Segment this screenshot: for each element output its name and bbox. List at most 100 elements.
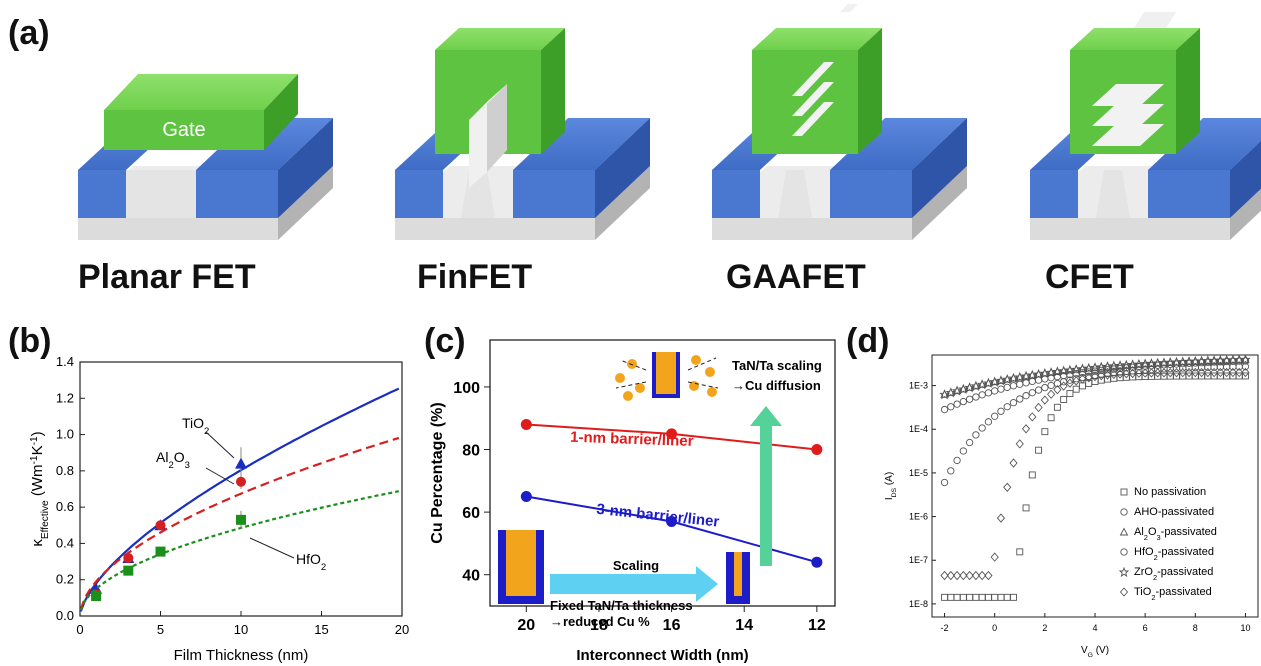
data-point (972, 431, 980, 439)
data-point (1222, 355, 1231, 364)
data-point (971, 570, 980, 581)
y-tick-label: 1E-8 (909, 599, 928, 609)
device-label-gaafet: GAAFET (726, 258, 866, 296)
x-axis-label: VG (V) (1081, 645, 1109, 659)
data-point (1234, 355, 1244, 363)
data-point (996, 375, 1006, 384)
data-point (984, 378, 993, 387)
data-point (984, 418, 993, 426)
y-tick-label: 1E-5 (909, 468, 928, 478)
data-point (990, 377, 999, 386)
legend-label: AHO-passivated (1134, 506, 1214, 518)
data-point (123, 552, 134, 563)
data-point (1090, 362, 1100, 371)
data-point (1072, 376, 1081, 386)
data-point (978, 424, 986, 432)
data-point (1034, 386, 1043, 394)
data-point (1003, 482, 1012, 492)
gate-side (541, 28, 565, 154)
data-point (1009, 382, 1018, 390)
diffusion-path (615, 381, 647, 389)
x-tick-label: 20 (395, 622, 409, 637)
x-axis-label: Interconnect Width (nm) (576, 647, 748, 664)
y-tick-label: 80 (462, 443, 480, 460)
data-point (964, 382, 975, 393)
y-tick-label: 0.0 (56, 608, 74, 623)
legend-marker (1120, 508, 1128, 516)
y-tick-label: 40 (462, 568, 480, 585)
narrow-trench-cu (734, 552, 742, 596)
y-tick-label: 1.4 (56, 354, 74, 369)
data-point (1197, 367, 1206, 378)
data-point (959, 570, 968, 581)
data-point (1241, 367, 1250, 378)
x-tick-label: -2 (941, 623, 949, 633)
oxide-left-front (78, 170, 126, 218)
data-point (1009, 398, 1018, 407)
data-point (1090, 371, 1100, 382)
data-point (1022, 392, 1030, 400)
data-point (990, 552, 999, 562)
data-point (1103, 370, 1112, 380)
x-axis-label: Film Thickness (nm) (174, 647, 309, 664)
series-5 (940, 367, 1250, 581)
fixed-thickness-label: Fixed TaN/Ta thickness (550, 598, 693, 613)
cu-atom (705, 367, 715, 377)
data-point (1021, 424, 1031, 434)
y-axis-label: Cu Percentage (%) (429, 402, 446, 543)
data-point (965, 438, 974, 447)
data-point (947, 593, 955, 601)
tan-scaling-label: TaN/Ta scaling (732, 358, 822, 373)
data-point (1141, 368, 1150, 378)
fit-line-0 (79, 387, 400, 612)
data-point (1115, 360, 1125, 369)
x-tick-label: 14 (735, 617, 753, 634)
nanowire-tip (840, 4, 858, 12)
x-tick-label: 0 (76, 622, 83, 637)
data-point (1034, 402, 1043, 413)
x-tick-label: 16 (663, 617, 681, 634)
data-point (991, 387, 999, 395)
data-point (991, 593, 999, 601)
data-point (1222, 367, 1231, 378)
data-point (952, 570, 962, 581)
data-point (1153, 368, 1162, 378)
fin-base (778, 170, 812, 218)
substrate-front (1030, 218, 1230, 240)
device-3 (712, 4, 967, 240)
gate-side (858, 28, 882, 154)
data-point (1216, 367, 1225, 378)
oxide-right-front (1148, 170, 1230, 218)
thermal-conductivity-chart: 0 5 10 15 20 0.0 0.2 0.4 0.6 0.8 1.0 1.2 1.4 Film Thi… (29, 354, 410, 664)
data-point (1191, 364, 1199, 372)
data-point (984, 389, 993, 397)
data-point (1041, 383, 1049, 392)
data-point (953, 400, 961, 408)
data-point (1204, 363, 1212, 371)
y-axis-label: κEffective (Wm-1K-1) (29, 431, 51, 546)
x-tick-label: 12 (808, 617, 826, 634)
data-point (997, 593, 1005, 601)
cu-atom (691, 355, 701, 365)
data-point (1235, 367, 1244, 378)
substrate-side (1230, 188, 1261, 240)
data-point (1210, 367, 1219, 378)
data-point (947, 403, 955, 411)
substrate-side (912, 166, 967, 240)
y-tick-label: 1E-6 (909, 512, 928, 522)
data-point (1128, 368, 1137, 379)
cu-atom (615, 373, 625, 383)
gate-top (435, 28, 565, 50)
legend-marker (1119, 587, 1129, 597)
y-tick-label: 1.0 (56, 427, 74, 442)
legend-label: No passivation (1134, 486, 1206, 498)
data-point (965, 570, 974, 581)
data-point (945, 387, 956, 398)
data-point (811, 556, 823, 568)
data-point (1009, 458, 1018, 468)
channel (126, 170, 196, 218)
data-point (952, 386, 962, 395)
data-point (1053, 403, 1061, 411)
data-point (972, 593, 980, 601)
series-label-1nm: 1-nm barrier/liner (570, 429, 694, 450)
